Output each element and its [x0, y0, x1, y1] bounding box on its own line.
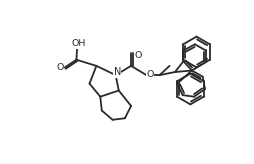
Text: O: O: [146, 70, 153, 79]
Text: O: O: [134, 51, 141, 60]
Text: N: N: [113, 67, 120, 77]
Text: OH: OH: [71, 39, 86, 48]
Text: O: O: [56, 63, 64, 72]
